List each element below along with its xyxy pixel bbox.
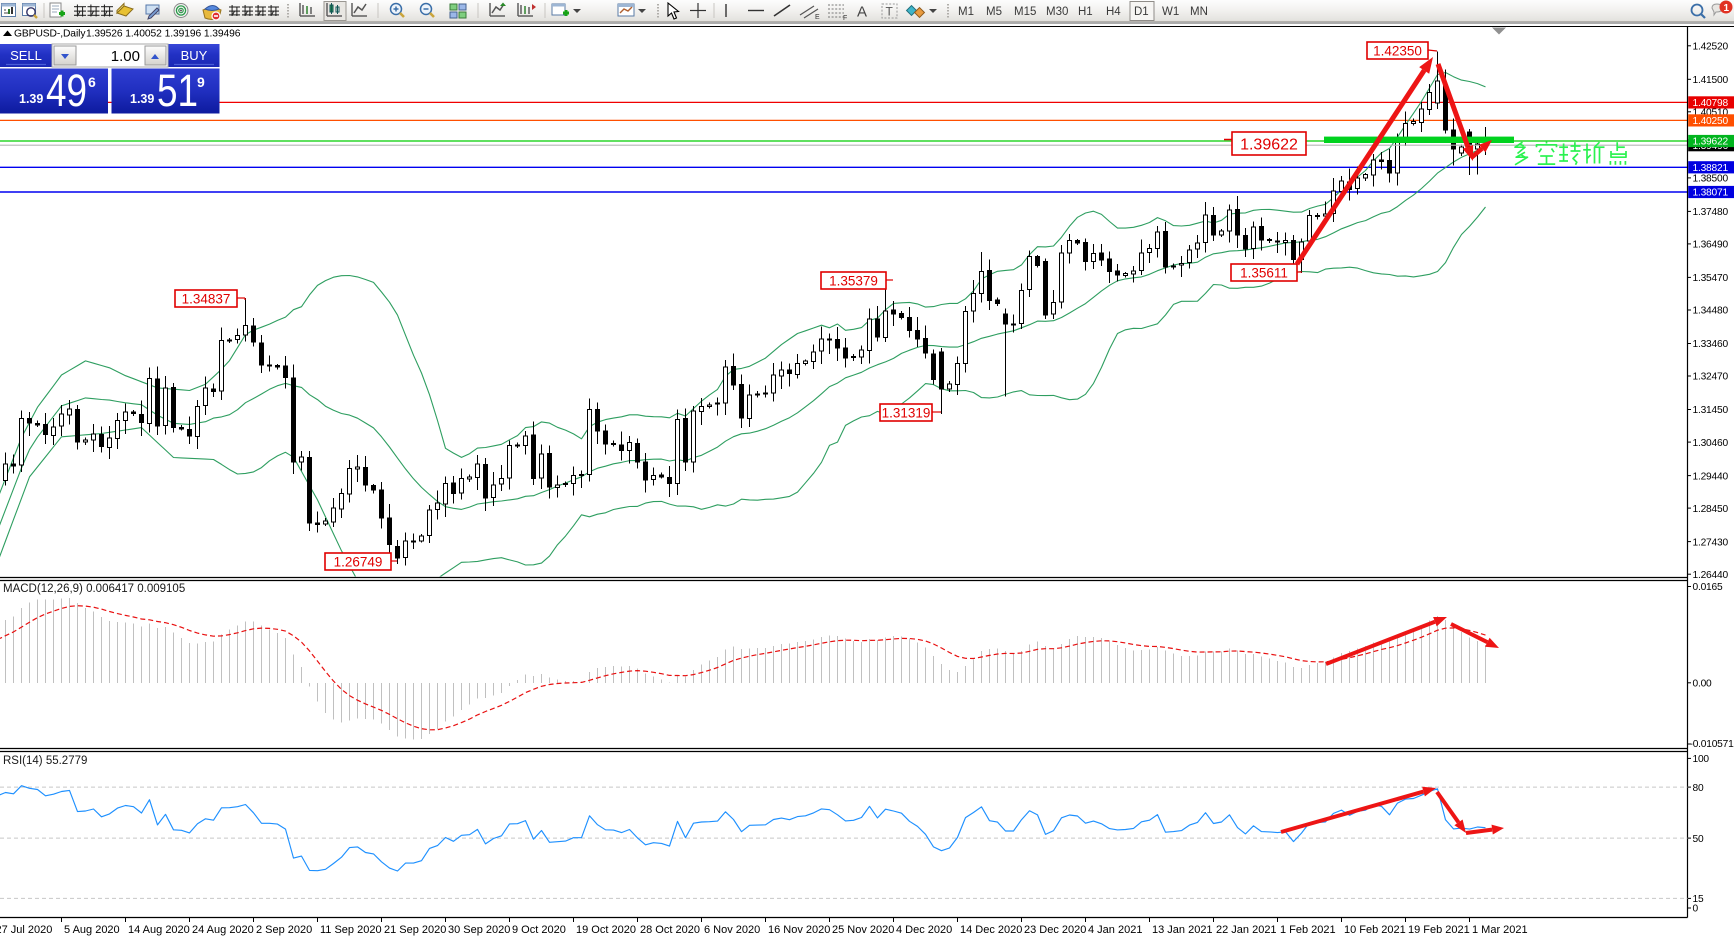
svg-text:28 Oct 2020: 28 Oct 2020 — [640, 924, 700, 936]
svg-text:M30: M30 — [1046, 6, 1068, 18]
svg-text:F: F — [843, 15, 847, 22]
svg-text:13 Jan 2021: 13 Jan 2021 — [1152, 924, 1213, 936]
svg-text:15: 15 — [1693, 894, 1704, 905]
svg-text:H1: H1 — [1078, 6, 1093, 18]
svg-text:1.38071: 1.38071 — [1693, 188, 1729, 199]
svg-text:1 Mar 2021: 1 Mar 2021 — [1472, 924, 1528, 936]
svg-text:10 Feb 2021: 10 Feb 2021 — [1344, 924, 1406, 936]
svg-text:1.35379: 1.35379 — [829, 273, 878, 288]
svg-text:M5: M5 — [986, 6, 1002, 18]
svg-text:1 Feb 2021: 1 Feb 2021 — [1280, 924, 1336, 936]
svg-text:1.00: 1.00 — [111, 48, 140, 65]
svg-text:MACD(12,26,9) 0.006417 0.00910: MACD(12,26,9) 0.006417 0.009105 — [3, 583, 185, 595]
svg-text:1.26440: 1.26440 — [1693, 570, 1729, 581]
svg-text:W1: W1 — [1162, 6, 1179, 18]
svg-text:4 Jan 2021: 4 Jan 2021 — [1088, 924, 1142, 936]
svg-text:24 Aug 2020: 24 Aug 2020 — [192, 924, 254, 936]
svg-text:1.40250: 1.40250 — [1693, 116, 1729, 127]
svg-text:1.42520: 1.42520 — [1693, 42, 1729, 53]
svg-text:5 Aug 2020: 5 Aug 2020 — [64, 924, 120, 936]
svg-text:30 Sep 2020: 30 Sep 2020 — [448, 924, 510, 936]
svg-text:49: 49 — [46, 66, 87, 116]
svg-text:GBPUSD-,Daily: GBPUSD-,Daily — [14, 29, 86, 40]
svg-text:0.00: 0.00 — [1693, 679, 1713, 690]
svg-text:1.38821: 1.38821 — [1693, 163, 1729, 174]
svg-text:0: 0 — [1693, 904, 1699, 915]
svg-text:0.0165: 0.0165 — [1693, 582, 1723, 593]
svg-text:21 Sep 2020: 21 Sep 2020 — [384, 924, 446, 936]
svg-text:25 Nov 2020: 25 Nov 2020 — [832, 924, 894, 936]
svg-text:BUY: BUY — [181, 48, 208, 63]
svg-text:16 Nov 2020: 16 Nov 2020 — [768, 924, 830, 936]
svg-text:SELL: SELL — [10, 48, 42, 63]
svg-text:1.39: 1.39 — [130, 92, 154, 106]
svg-text:M1: M1 — [958, 6, 974, 18]
svg-text:1.39622: 1.39622 — [1693, 137, 1729, 148]
svg-text:D1: D1 — [1134, 6, 1149, 18]
svg-text:1.41500: 1.41500 — [1693, 75, 1729, 86]
svg-text:RSI(14) 55.2779: RSI(14) 55.2779 — [3, 755, 87, 767]
svg-text:MN: MN — [1190, 6, 1208, 18]
svg-text:1.38500: 1.38500 — [1693, 174, 1729, 185]
svg-text:1.34480: 1.34480 — [1693, 306, 1729, 317]
svg-text:1.31450: 1.31450 — [1693, 405, 1729, 416]
svg-text:H4: H4 — [1106, 6, 1121, 18]
svg-text:6 Nov 2020: 6 Nov 2020 — [704, 924, 760, 936]
svg-text:4 Dec 2020: 4 Dec 2020 — [896, 924, 952, 936]
svg-text:1.39526 1.40052 1.39196 1.3949: 1.39526 1.40052 1.39196 1.39496 — [86, 29, 241, 40]
svg-text:1.32470: 1.32470 — [1693, 372, 1729, 383]
svg-text:14 Dec 2020: 14 Dec 2020 — [960, 924, 1022, 936]
svg-text:1.27430: 1.27430 — [1693, 537, 1729, 548]
svg-text:6: 6 — [88, 74, 96, 90]
svg-text:1: 1 — [1724, 3, 1730, 14]
svg-text:100: 100 — [1693, 754, 1710, 765]
svg-text:80: 80 — [1693, 783, 1704, 794]
svg-text:50: 50 — [1693, 834, 1704, 845]
svg-text:-0.010571: -0.010571 — [1690, 739, 1734, 750]
svg-text:1.29440: 1.29440 — [1693, 471, 1729, 482]
svg-text:1.28450: 1.28450 — [1693, 504, 1729, 515]
svg-text:23 Dec 2020: 23 Dec 2020 — [1024, 924, 1086, 936]
svg-text:9 Oct 2020: 9 Oct 2020 — [512, 924, 566, 936]
svg-text:T: T — [886, 5, 894, 19]
svg-text:1.35611: 1.35611 — [1240, 265, 1288, 280]
svg-text:E: E — [815, 14, 820, 21]
svg-text:1.36490: 1.36490 — [1693, 240, 1729, 251]
svg-text:1.26749: 1.26749 — [334, 554, 383, 569]
svg-text:M15: M15 — [1014, 6, 1036, 18]
svg-text:9: 9 — [197, 74, 205, 90]
svg-text:1.37480: 1.37480 — [1693, 207, 1729, 218]
svg-text:1.34837: 1.34837 — [182, 291, 231, 306]
svg-text:1.30460: 1.30460 — [1693, 438, 1729, 449]
svg-text:51: 51 — [157, 66, 198, 116]
svg-text:1.40510: 1.40510 — [1693, 108, 1729, 119]
svg-text:1.35470: 1.35470 — [1693, 273, 1729, 284]
svg-text:14 Aug 2020: 14 Aug 2020 — [128, 924, 190, 936]
svg-text:1.40798: 1.40798 — [1693, 98, 1729, 109]
svg-text:27 Jul 2020: 27 Jul 2020 — [0, 924, 52, 936]
svg-text:2 Sep 2020: 2 Sep 2020 — [256, 924, 312, 936]
svg-text:19 Feb 2021: 19 Feb 2021 — [1408, 924, 1470, 936]
svg-text:A: A — [857, 4, 867, 21]
svg-text:1.42350: 1.42350 — [1373, 43, 1422, 58]
svg-text:1.39622: 1.39622 — [1240, 136, 1298, 153]
svg-text:1.31319: 1.31319 — [882, 405, 931, 420]
svg-text:1.33460: 1.33460 — [1693, 339, 1729, 350]
svg-text:22 Jan 2021: 22 Jan 2021 — [1216, 924, 1277, 936]
svg-text:19 Oct 2020: 19 Oct 2020 — [576, 924, 636, 936]
svg-text:11 Sep 2020: 11 Sep 2020 — [320, 924, 382, 936]
svg-text:1.39: 1.39 — [19, 92, 43, 106]
